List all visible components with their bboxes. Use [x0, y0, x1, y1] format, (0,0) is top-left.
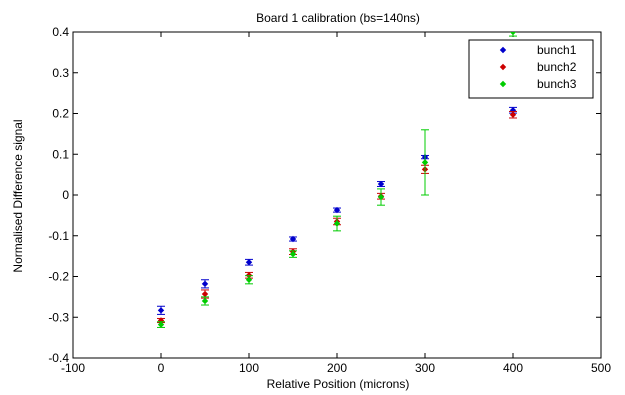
data-point — [421, 159, 429, 166]
y-tick-label: 0.2 — [52, 107, 69, 121]
legend-label: bunch1 — [537, 43, 577, 57]
data-point — [509, 111, 517, 118]
series-bunch3 — [157, 32, 517, 328]
data-point — [333, 206, 341, 214]
y-tick-label: -0.4 — [48, 351, 69, 365]
y-axis-label: Normalised Difference signal — [11, 119, 25, 272]
series-bunch1 — [157, 106, 517, 315]
data-point — [289, 250, 297, 258]
y-tick-label: 0 — [62, 188, 69, 202]
x-tick-label: 100 — [239, 361, 259, 375]
y-tick-label: 0.1 — [52, 147, 69, 161]
y-tick-label: 0.4 — [52, 25, 69, 39]
data-point — [245, 259, 253, 266]
data-point — [509, 32, 517, 36]
data-point — [157, 307, 165, 314]
data-point — [289, 235, 297, 243]
x-tick-label: -100 — [61, 361, 85, 375]
y-tick-label: -0.3 — [48, 310, 69, 324]
data-point — [377, 180, 385, 188]
y-tick-label: 0.3 — [52, 66, 69, 80]
x-tick-label: 300 — [415, 361, 435, 375]
x-tick-label: 500 — [591, 361, 611, 375]
x-tick-label: 0 — [158, 361, 165, 375]
legend-label: bunch3 — [537, 77, 577, 91]
legend-marker — [499, 46, 507, 54]
x-tick-label: 400 — [503, 361, 523, 375]
data-point — [201, 290, 209, 298]
data-point — [157, 321, 165, 328]
x-tick-label: 200 — [327, 361, 347, 375]
data-point — [333, 220, 341, 227]
legend-marker — [499, 80, 507, 88]
data-point — [245, 276, 253, 283]
legend-label: bunch2 — [537, 60, 577, 74]
data-point — [201, 280, 209, 288]
y-tick-label: -0.2 — [48, 270, 69, 284]
series-bunch2 — [157, 91, 561, 324]
x-axis-label: Relative Position (microns) — [267, 377, 410, 391]
legend-box — [468, 39, 594, 99]
chart-title: Board 1 calibration (bs=140ns) — [256, 11, 420, 25]
data-point — [377, 193, 385, 201]
y-tick-label: -0.1 — [48, 229, 69, 243]
data-point — [201, 297, 209, 305]
legend-marker — [499, 63, 507, 71]
